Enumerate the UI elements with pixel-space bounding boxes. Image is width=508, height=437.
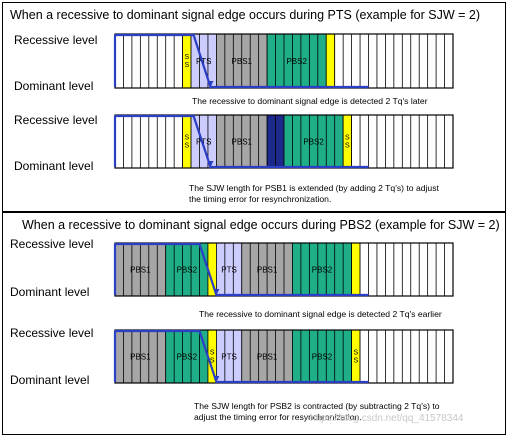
- d4-segment-label-6-b: S: [353, 358, 358, 365]
- d4-segment-sync-6: [351, 330, 361, 383]
- d3-segment-blank-7: [360, 243, 453, 296]
- d2-caption-line-1: The SJW length for PSB1 is extended (by …: [189, 183, 439, 193]
- d2-segment-label-5: PBS2: [303, 138, 324, 147]
- d4-segment-label-1: PBS2: [177, 353, 198, 362]
- d1-segment-label-1: S: [184, 54, 189, 61]
- d3-segment-label-1: PBS2: [177, 266, 198, 275]
- d3-recessive-label: Recessive level: [10, 237, 94, 251]
- d4-segment-label-6: S: [353, 350, 358, 357]
- d1-segment-sync-5: [326, 34, 335, 88]
- d2-signal-trace: [115, 114, 369, 169]
- d2-segment-label-3: PBS1: [232, 138, 253, 147]
- section-pbs2-title: When a recessive to dominant signal edge…: [22, 218, 500, 232]
- d4-segment-pts-3: [216, 330, 242, 383]
- d3-segment-label-5: PBS2: [312, 266, 333, 275]
- d2-caption-line-2: the timing error for resynchronization.: [189, 194, 332, 204]
- d4-segment-blank-7: [360, 330, 453, 383]
- d4-segment-label-3: PTS: [221, 353, 237, 362]
- d4-segment-label-2: S: [210, 350, 215, 357]
- d1-recessive-label: Recessive level: [14, 33, 98, 47]
- d2-segment-pbs2-5: [284, 115, 344, 168]
- d1-segment-label-3: PBS1: [232, 57, 253, 66]
- d2-segment-label-6-b: S: [345, 143, 350, 150]
- watermark: https://blog.csdn.net/qq_41578344: [310, 413, 464, 424]
- d4-recessive-label: Recessive level: [10, 326, 94, 340]
- d3-segment-label-4: PBS1: [257, 266, 278, 275]
- d3-dominant-label: Dominant level: [10, 285, 90, 299]
- d1-segment-label-2: PTS: [196, 57, 212, 66]
- d4-edge-arrowhead: [213, 376, 220, 382]
- d2-segment-sync-1: [182, 115, 192, 168]
- d4-segment-label-0: PBS1: [130, 353, 151, 362]
- d2-segment-sync-6: [343, 115, 352, 168]
- d4-segment-pbs2-1: [165, 330, 208, 383]
- d3-segment-pbs2-5: [292, 243, 352, 296]
- d1-segment-label-4: PBS2: [286, 57, 307, 66]
- d1-segment-sync-1: [182, 34, 192, 88]
- d2-edge-arrowhead: [207, 161, 214, 167]
- d3-segment-label-0: PBS1: [130, 266, 151, 275]
- d2-segment-label-2: PTS: [196, 138, 212, 147]
- d1-dominant-label: Dominant level: [14, 79, 94, 93]
- d4-segment-label-5: PBS2: [312, 353, 333, 362]
- d1-segment-pbs2-4: [267, 34, 327, 88]
- section-pts-title: When a recessive to dominant signal edge…: [10, 8, 481, 22]
- section-pts-frame: [2, 2, 506, 212]
- d3-segment-label-3: PTS: [221, 266, 237, 275]
- d1-caption-line-1: The recessive to dominant signal edge is…: [192, 96, 428, 106]
- d4-signal-trace: [115, 329, 369, 384]
- d3-segment-sync-6: [351, 243, 361, 296]
- d4-caption-line-1: The SJW length for PSB2 is contracted (b…: [194, 401, 440, 411]
- d4-segment-pbs2-5: [292, 330, 352, 383]
- d3-signal-trace: [115, 242, 369, 297]
- d4-dominant-label: Dominant level: [10, 373, 90, 387]
- d1-edge-arrowhead: [207, 81, 214, 87]
- d1-segment-label-1-b: S: [184, 62, 189, 69]
- d4-segment-sync-2: [207, 330, 217, 383]
- d2-segment-label-1: S: [184, 135, 189, 142]
- d3-edge-arrowhead: [213, 289, 220, 295]
- d3-segment-sync-2: [207, 243, 217, 296]
- d2-recessive-label: Recessive level: [14, 113, 98, 127]
- d4-segment-label-4: PBS1: [257, 353, 278, 362]
- d2-dominant-label: Dominant level: [14, 159, 94, 173]
- d4-segment-label-2-b: S: [210, 358, 215, 365]
- d4-caption-line-2: adjust the timing error for resynchroniz…: [194, 412, 362, 422]
- section-pbs2-frame: [2, 212, 506, 435]
- d3-segment-pts-3: [216, 243, 242, 296]
- d2-segment-label-1-b: S: [184, 143, 189, 150]
- d2-segment-label-6: S: [345, 135, 350, 142]
- d3-segment-pbs2-1: [165, 243, 208, 296]
- d1-signal-trace: [115, 33, 369, 89]
- d3-caption-line-1: The recessive to dominant signal edge is…: [199, 309, 442, 319]
